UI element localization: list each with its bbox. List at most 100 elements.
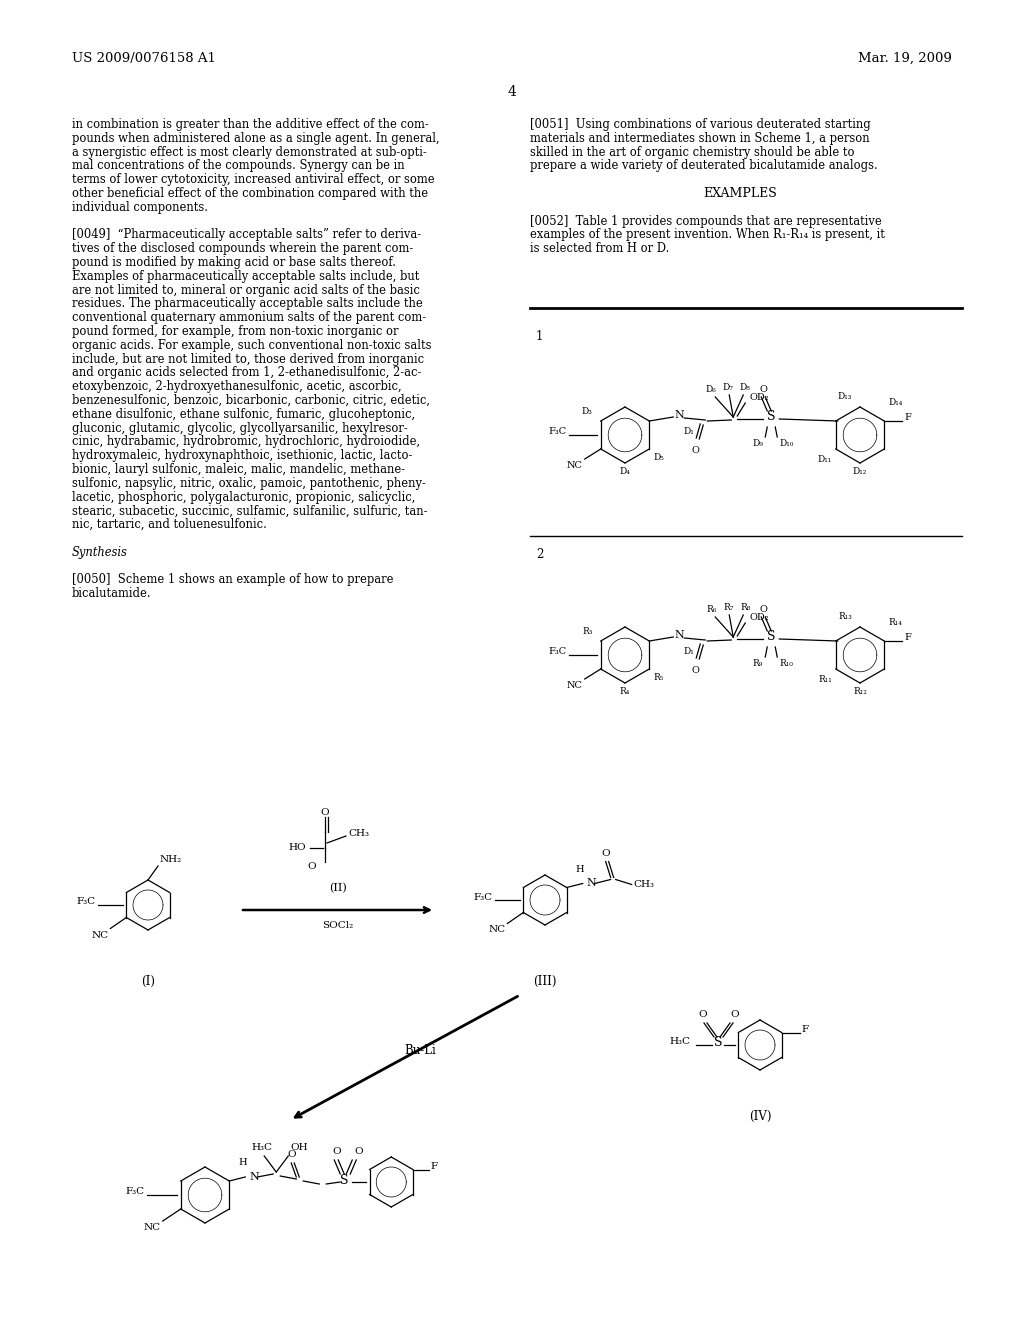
Text: F₃C: F₃C: [77, 898, 96, 907]
Text: D₁₁: D₁₁: [817, 455, 831, 465]
Text: O: O: [698, 1010, 708, 1019]
Text: F₃C: F₃C: [549, 648, 567, 656]
Text: R₁₃: R₁₃: [838, 612, 852, 620]
Text: skilled in the art of organic chemistry should be able to: skilled in the art of organic chemistry …: [530, 145, 854, 158]
Text: nic, tartaric, and toluenesulfonic.: nic, tartaric, and toluenesulfonic.: [72, 519, 267, 531]
Text: bionic, lauryl sulfonic, maleic, malic, mandelic, methane-: bionic, lauryl sulfonic, maleic, malic, …: [72, 463, 406, 477]
Text: lacetic, phosphoric, polygalacturonic, propionic, salicyclic,: lacetic, phosphoric, polygalacturonic, p…: [72, 491, 416, 504]
Text: (III): (III): [534, 975, 557, 987]
Text: D₁: D₁: [683, 426, 694, 436]
Text: R₅: R₅: [653, 673, 664, 682]
Text: O: O: [354, 1147, 362, 1156]
Text: etoxybenzoic, 2-hydroxyethanesulfonic, acetic, ascorbic,: etoxybenzoic, 2-hydroxyethanesulfonic, a…: [72, 380, 401, 393]
Text: benzenesulfonic, benzoic, bicarbonic, carbonic, citric, edetic,: benzenesulfonic, benzoic, bicarbonic, ca…: [72, 393, 430, 407]
Text: terms of lower cytotoxicity, increased antiviral effect, or some: terms of lower cytotoxicity, increased a…: [72, 173, 434, 186]
Text: in combination is greater than the additive effect of the com-: in combination is greater than the addit…: [72, 117, 429, 131]
Text: include, but are not limited to, those derived from inorganic: include, but are not limited to, those d…: [72, 352, 424, 366]
Text: N: N: [249, 1172, 259, 1181]
Text: sulfonic, napsylic, nitric, oxalic, pamoic, pantothenic, pheny-: sulfonic, napsylic, nitric, oxalic, pamo…: [72, 477, 426, 490]
Text: ethane disulfonic, ethane sulfonic, fumaric, glucoheptonic,: ethane disulfonic, ethane sulfonic, fuma…: [72, 408, 415, 421]
Text: S: S: [767, 411, 775, 424]
Text: F: F: [904, 413, 911, 422]
Text: (II): (II): [329, 883, 347, 894]
Text: R₁₁: R₁₁: [818, 675, 831, 684]
Text: O: O: [760, 385, 767, 393]
Text: mal concentrations of the compounds. Synergy can be in: mal concentrations of the compounds. Syn…: [72, 160, 404, 173]
Text: O: O: [287, 1150, 296, 1159]
Text: US 2009/0076158 A1: US 2009/0076158 A1: [72, 51, 216, 65]
Text: N: N: [587, 879, 596, 888]
Text: O: O: [601, 849, 610, 858]
Text: OH: OH: [290, 1143, 308, 1152]
Text: O: O: [321, 808, 330, 817]
Text: F: F: [431, 1162, 438, 1171]
Text: S: S: [767, 631, 775, 644]
Text: CH₃: CH₃: [634, 880, 654, 888]
Text: O: O: [731, 1010, 739, 1019]
Text: NC: NC: [567, 681, 583, 690]
Text: other beneficial effect of the combination compared with the: other beneficial effect of the combinati…: [72, 187, 428, 201]
Text: hydroxymaleic, hydroxynaphthoic, isethionic, lactic, lacto-: hydroxymaleic, hydroxynaphthoic, isethio…: [72, 449, 413, 462]
Text: pounds when administered alone as a single agent. In general,: pounds when administered alone as a sing…: [72, 132, 439, 145]
Text: D₆: D₆: [706, 385, 717, 393]
Text: S: S: [340, 1173, 348, 1187]
Text: R₈: R₈: [740, 603, 751, 612]
Text: F: F: [802, 1026, 809, 1034]
Text: D₉: D₉: [753, 440, 763, 447]
Text: [0051]  Using combinations of various deuterated starting: [0051] Using combinations of various deu…: [530, 117, 870, 131]
Text: [0052]  Table 1 provides compounds that are representative: [0052] Table 1 provides compounds that a…: [530, 215, 882, 227]
Text: O: O: [332, 1147, 341, 1156]
Text: N: N: [675, 411, 684, 420]
Text: R₆: R₆: [707, 605, 717, 614]
Text: O: O: [307, 862, 316, 871]
Text: and organic acids selected from 1, 2-ethanedisulfonic, 2-ac-: and organic acids selected from 1, 2-eth…: [72, 367, 421, 379]
Text: CH₃: CH₃: [348, 829, 369, 837]
Text: O: O: [691, 446, 699, 455]
Text: D₁₀: D₁₀: [779, 440, 794, 447]
Text: conventional quaternary ammonium salts of the parent com-: conventional quaternary ammonium salts o…: [72, 312, 426, 325]
Text: NC: NC: [91, 931, 109, 940]
Text: N: N: [675, 630, 684, 640]
Text: Bu-Li: Bu-Li: [404, 1044, 436, 1056]
Text: D₁: D₁: [683, 647, 694, 656]
Text: OD₂: OD₂: [750, 392, 769, 401]
Text: D₈: D₈: [739, 383, 751, 392]
Text: residues. The pharmaceutically acceptable salts include the: residues. The pharmaceutically acceptabl…: [72, 297, 423, 310]
Text: is selected from H or D.: is selected from H or D.: [530, 242, 670, 255]
Text: [0049]  “Pharmaceutically acceptable salts” refer to deriva-: [0049] “Pharmaceutically acceptable salt…: [72, 228, 421, 242]
Text: examples of the present invention. When R₁-R₁₄ is present, it: examples of the present invention. When …: [530, 228, 885, 242]
Text: F₃C: F₃C: [549, 428, 567, 437]
Text: R₉: R₉: [753, 659, 763, 668]
Text: Synthesis: Synthesis: [72, 545, 128, 558]
Text: D₄: D₄: [620, 467, 631, 477]
Text: 4: 4: [508, 84, 516, 99]
Text: D₁₂: D₁₂: [853, 467, 867, 477]
Text: OD₂: OD₂: [750, 612, 769, 622]
Text: H: H: [238, 1158, 247, 1167]
Text: F₃C: F₃C: [126, 1188, 145, 1196]
Text: O: O: [760, 605, 767, 614]
Text: S: S: [714, 1036, 722, 1049]
Text: [0050]  Scheme 1 shows an example of how to prepare: [0050] Scheme 1 shows an example of how …: [72, 573, 393, 586]
Text: R₁₄: R₁₄: [888, 618, 902, 627]
Text: NH₂: NH₂: [160, 855, 182, 865]
Text: D₅: D₅: [653, 453, 665, 462]
Text: D₁₄: D₁₄: [888, 399, 902, 407]
Text: are not limited to, mineral or organic acid salts of the basic: are not limited to, mineral or organic a…: [72, 284, 420, 297]
Text: HO: HO: [289, 843, 306, 853]
Text: gluconic, glutamic, glycolic, glycollyarsanilic, hexylresor-: gluconic, glutamic, glycolic, glycollyar…: [72, 421, 408, 434]
Text: Mar. 19, 2009: Mar. 19, 2009: [858, 51, 952, 65]
Text: R₁₀: R₁₀: [779, 659, 794, 668]
Text: cinic, hydrabamic, hydrobromic, hydrochloric, hydroiodide,: cinic, hydrabamic, hydrobromic, hydrochl…: [72, 436, 420, 449]
Text: (IV): (IV): [749, 1110, 771, 1123]
Text: R₇: R₇: [723, 603, 733, 612]
Text: F₃C: F₃C: [474, 892, 493, 902]
Text: R₃: R₃: [583, 627, 593, 636]
Text: tives of the disclosed compounds wherein the parent com-: tives of the disclosed compounds wherein…: [72, 242, 414, 255]
Text: R₄: R₄: [620, 686, 630, 696]
Text: NC: NC: [488, 925, 506, 935]
Text: materials and intermediates shown in Scheme 1, a person: materials and intermediates shown in Sch…: [530, 132, 869, 145]
Text: stearic, subacetic, succinic, sulfamic, sulfanilic, sulfuric, tan-: stearic, subacetic, succinic, sulfamic, …: [72, 504, 427, 517]
Text: prepare a wide variety of deuterated bicalutamide analogs.: prepare a wide variety of deuterated bic…: [530, 160, 878, 173]
Text: organic acids. For example, such conventional non-toxic salts: organic acids. For example, such convent…: [72, 339, 431, 352]
